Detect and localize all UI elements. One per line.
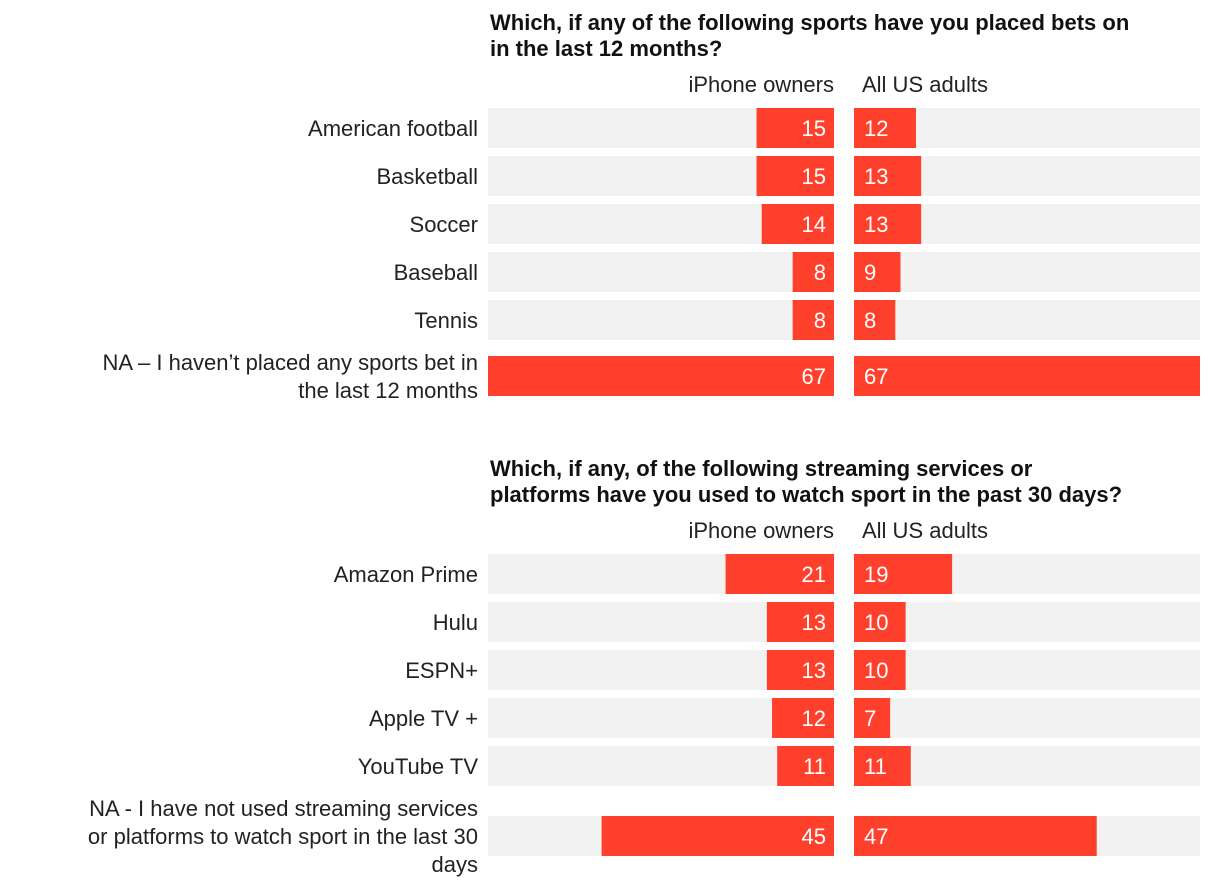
category-label: Baseball — [394, 260, 478, 285]
bar-iphone-owners — [772, 698, 834, 738]
bar-all-us-adults — [854, 204, 922, 244]
bar-track — [488, 746, 834, 786]
category-label: ESPN+ — [405, 658, 478, 683]
bar-track — [854, 252, 1200, 292]
bar-all-us-adults — [854, 650, 906, 690]
data-label-iphone-owners: 15 — [802, 116, 826, 141]
bar-all-us-adults — [854, 356, 1200, 396]
bar-track — [854, 746, 1200, 786]
data-label-all-us-adults: 47 — [864, 824, 888, 849]
data-label-iphone-owners: 8 — [814, 260, 826, 285]
bar-all-us-adults — [854, 746, 911, 786]
bar-all-us-adults — [854, 252, 901, 292]
data-label-iphone-owners: 13 — [802, 658, 826, 683]
category-label: days — [432, 852, 478, 877]
data-label-iphone-owners: 8 — [814, 308, 826, 333]
series-header-iphone-owners: iPhone owners — [688, 518, 834, 543]
bar-all-us-adults — [854, 602, 906, 642]
bar-all-us-adults — [854, 698, 891, 738]
chart-title: Which, if any of the following sports ha… — [490, 10, 1129, 35]
series-header-all-us-adults: All US adults — [862, 518, 988, 543]
category-label: Amazon Prime — [334, 562, 478, 587]
chart-title: platforms have you used to watch sport i… — [490, 482, 1122, 507]
bar-track — [488, 300, 834, 340]
bar-track — [854, 650, 1200, 690]
data-label-all-us-adults: 13 — [864, 164, 888, 189]
bar-track — [854, 300, 1200, 340]
bar-all-us-adults — [854, 554, 953, 594]
bar-all-us-adults — [854, 156, 922, 196]
data-label-all-us-adults: 10 — [864, 610, 888, 635]
data-label-all-us-adults: 13 — [864, 212, 888, 237]
bar-iphone-owners — [756, 156, 834, 196]
bar-iphone-owners — [792, 300, 834, 340]
bar-iphone-owners — [766, 602, 834, 642]
category-label: Basketball — [376, 164, 478, 189]
data-label-iphone-owners: 13 — [802, 610, 826, 635]
data-label-iphone-owners: 11 — [803, 754, 826, 779]
category-label: Apple TV + — [369, 706, 478, 731]
data-label-all-us-adults: 19 — [864, 562, 888, 587]
bar-track — [488, 252, 834, 292]
data-label-iphone-owners: 12 — [802, 706, 826, 731]
category-label: the last 12 months — [298, 378, 478, 403]
bar-track — [854, 698, 1200, 738]
series-header-iphone-owners: iPhone owners — [688, 72, 834, 97]
data-label-all-us-adults: 7 — [864, 706, 876, 731]
series-header-all-us-adults: All US adults — [862, 72, 988, 97]
data-label-all-us-adults: 67 — [864, 364, 888, 389]
bar-iphone-owners — [792, 252, 834, 292]
category-label: YouTube TV — [358, 754, 479, 779]
data-label-all-us-adults: 12 — [864, 116, 888, 141]
data-label-iphone-owners: 14 — [802, 212, 826, 237]
category-label: NA – I haven’t placed any sports bet in — [103, 350, 478, 375]
bar-iphone-owners — [761, 204, 834, 244]
bar-all-us-adults — [854, 108, 916, 148]
category-label: Hulu — [433, 610, 478, 635]
bar-iphone-owners — [766, 650, 834, 690]
bar-track — [854, 602, 1200, 642]
bar-all-us-adults — [854, 816, 1097, 856]
bar-iphone-owners — [725, 554, 834, 594]
chart-title: in the last 12 months? — [490, 36, 722, 61]
bar-iphone-owners — [488, 356, 834, 396]
data-label-iphone-owners: 15 — [802, 164, 826, 189]
category-label: Tennis — [414, 308, 478, 333]
category-label: American football — [308, 116, 478, 141]
data-label-all-us-adults: 10 — [864, 658, 888, 683]
bar-iphone-owners — [756, 108, 834, 148]
data-label-iphone-owners: 67 — [802, 364, 826, 389]
data-label-iphone-owners: 45 — [802, 824, 826, 849]
category-label: NA - I have not used streaming services — [89, 796, 478, 821]
data-label-iphone-owners: 21 — [802, 562, 826, 587]
bar-all-us-adults — [854, 300, 896, 340]
category-label: or platforms to watch sport in the last … — [88, 824, 478, 849]
data-label-all-us-adults: 9 — [864, 260, 876, 285]
data-label-all-us-adults: 8 — [864, 308, 876, 333]
category-label: Soccer — [410, 212, 478, 237]
bar-iphone-owners — [777, 746, 834, 786]
chart-title: Which, if any, of the following streamin… — [490, 456, 1033, 481]
data-label-all-us-adults: 11 — [864, 754, 887, 779]
bar-iphone-owners — [601, 816, 834, 856]
